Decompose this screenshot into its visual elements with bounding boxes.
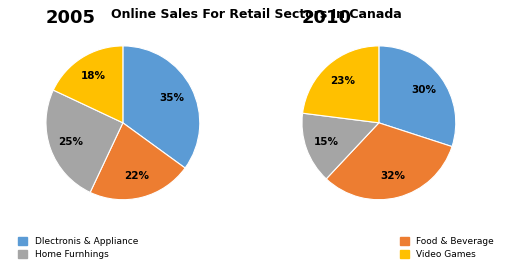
Text: 2010: 2010 (302, 9, 352, 26)
Wedge shape (123, 46, 200, 168)
Text: 30%: 30% (411, 85, 436, 95)
Text: 32%: 32% (380, 171, 405, 182)
Wedge shape (302, 113, 379, 179)
Wedge shape (379, 46, 456, 147)
Wedge shape (303, 46, 379, 123)
Wedge shape (326, 123, 452, 200)
Wedge shape (53, 46, 123, 123)
Text: Online Sales For Retail Sectors In Canada: Online Sales For Retail Sectors In Canad… (111, 8, 401, 21)
Text: 35%: 35% (160, 93, 185, 103)
Legend: Dlectronis & Appliance, Home Furnhings: Dlectronis & Appliance, Home Furnhings (15, 234, 142, 262)
Text: 18%: 18% (81, 71, 105, 81)
Legend: Food & Beverage, Video Games: Food & Beverage, Video Games (396, 234, 497, 262)
Wedge shape (90, 123, 185, 200)
Text: 25%: 25% (58, 137, 83, 147)
Text: 2005: 2005 (46, 9, 96, 26)
Text: 15%: 15% (314, 137, 339, 147)
Text: 22%: 22% (124, 171, 149, 182)
Wedge shape (46, 90, 123, 193)
Text: 23%: 23% (330, 76, 355, 86)
